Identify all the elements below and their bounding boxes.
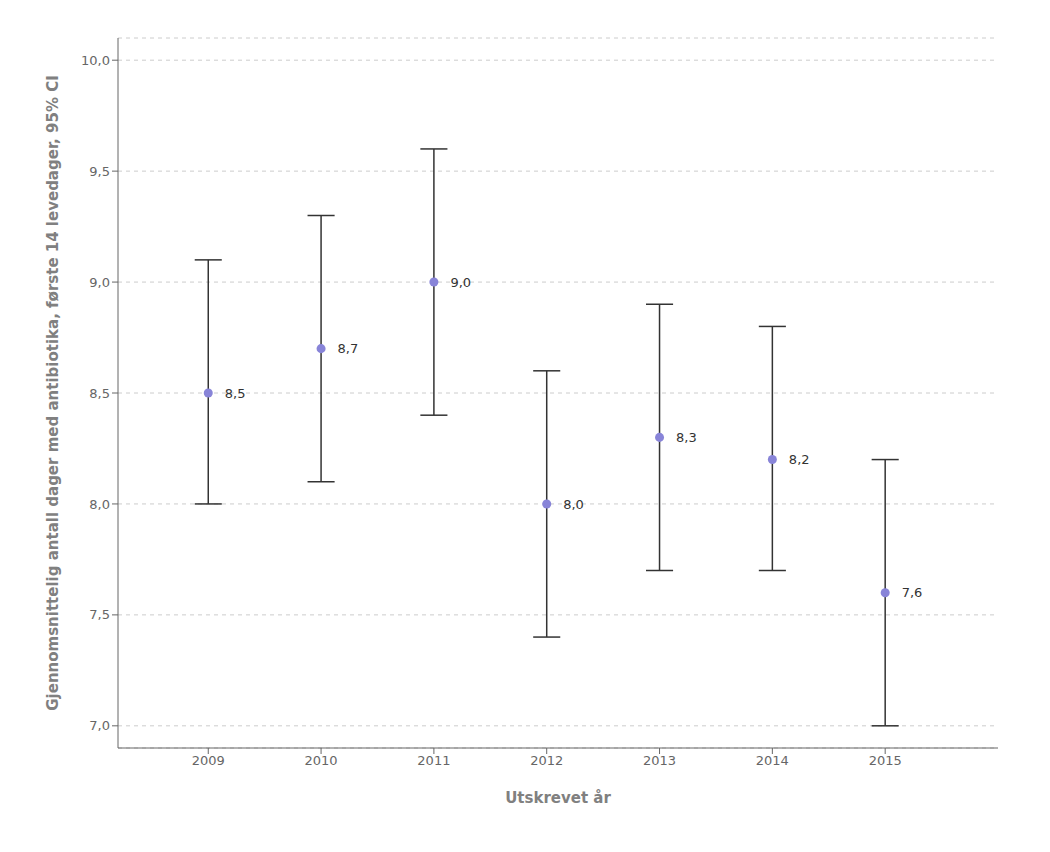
svg-text:8,7: 8,7 xyxy=(338,341,359,356)
svg-text:8,0: 8,0 xyxy=(563,497,584,512)
svg-text:Gjennomsnittelig antall dager: Gjennomsnittelig antall dager med antibi… xyxy=(44,75,62,711)
svg-text:2014: 2014 xyxy=(756,753,789,768)
svg-text:8,3: 8,3 xyxy=(676,430,697,445)
svg-text:7,0: 7,0 xyxy=(89,718,110,733)
svg-text:2010: 2010 xyxy=(305,753,338,768)
svg-text:2011: 2011 xyxy=(417,753,450,768)
svg-text:2013: 2013 xyxy=(643,753,676,768)
svg-text:2009: 2009 xyxy=(192,753,225,768)
svg-text:9,0: 9,0 xyxy=(89,275,110,290)
svg-text:8,0: 8,0 xyxy=(89,497,110,512)
svg-text:2012: 2012 xyxy=(530,753,563,768)
svg-text:7,5: 7,5 xyxy=(89,607,110,622)
svg-text:8,2: 8,2 xyxy=(789,452,810,467)
svg-text:9,0: 9,0 xyxy=(450,275,471,290)
svg-text:Utskrevet år: Utskrevet år xyxy=(505,789,611,807)
svg-text:8,5: 8,5 xyxy=(225,386,246,401)
svg-text:7,6: 7,6 xyxy=(902,585,923,600)
svg-text:9,5: 9,5 xyxy=(89,164,110,179)
svg-text:8,5: 8,5 xyxy=(89,386,110,401)
svg-text:10,0: 10,0 xyxy=(81,53,110,68)
svg-text:2015: 2015 xyxy=(869,753,902,768)
